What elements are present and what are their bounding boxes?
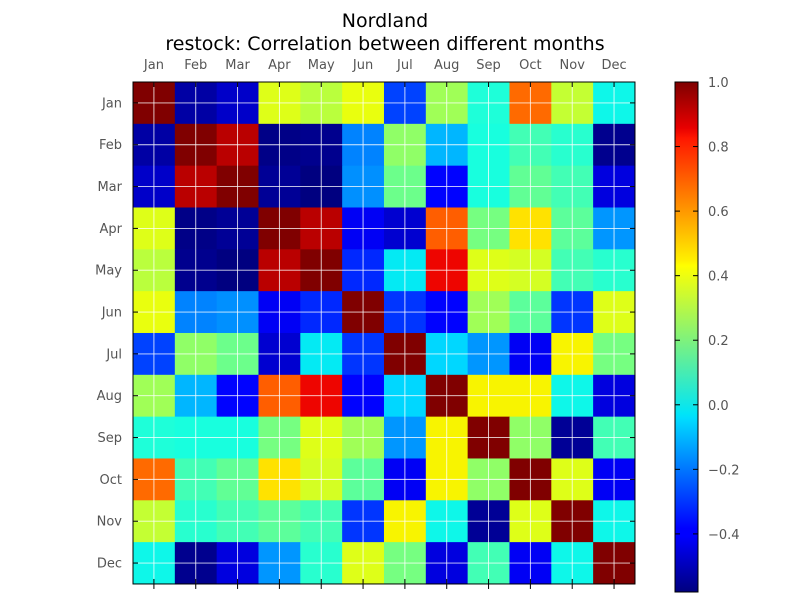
y-tick-label-oct: Oct xyxy=(100,473,122,488)
x-tick-label-oct: Oct xyxy=(519,58,541,73)
colorbar-tick-label: −0.2 xyxy=(708,463,740,478)
colorbar-gradient xyxy=(674,81,699,593)
colorbar-tick-label: 0.8 xyxy=(708,141,729,156)
x-tick-label-sep: Sep xyxy=(476,58,501,73)
y-tick-label-jul: Jul xyxy=(105,347,122,362)
y-tick-label-dec: Dec xyxy=(97,557,122,572)
colorbar-tick-label: 0.4 xyxy=(708,270,729,285)
chart-subtitle: restock: Correlation between different m… xyxy=(165,33,605,55)
y-tick-label-sep: Sep xyxy=(97,431,122,446)
x-tick-label-nov: Nov xyxy=(560,58,586,73)
x-tick-label-may: May xyxy=(308,58,335,73)
x-tick-label-dec: Dec xyxy=(601,58,626,73)
chart-title: Nordland xyxy=(341,10,429,32)
heatmap-cells xyxy=(133,82,636,585)
colorbar-tick-label: 0.2 xyxy=(708,334,729,349)
colorbar-tick-label: −0.4 xyxy=(708,528,740,543)
y-tick-label-feb: Feb xyxy=(99,138,122,153)
plot-frame xyxy=(132,81,636,585)
y-tick-label-jan: Jan xyxy=(101,96,122,111)
y-tick-label-nov: Nov xyxy=(97,515,123,530)
x-tick-label-mar: Mar xyxy=(225,58,250,73)
y-tick-label-may: May xyxy=(95,264,122,279)
colorbar: 1.0 0.8 0.6 0.4 0.2 0.0 −0.2 −0.4 xyxy=(674,76,740,593)
colorbar-tick-label: 0.0 xyxy=(708,399,729,414)
y-tick-label-apr: Apr xyxy=(100,222,123,237)
colorbar-tick-label: 1.0 xyxy=(708,76,729,91)
y-tick-label-mar: Mar xyxy=(97,180,122,195)
x-tick-label-jun: Jun xyxy=(352,58,373,73)
x-tick-label-feb: Feb xyxy=(184,58,207,73)
x-tick-label-jul: Jul xyxy=(396,58,413,73)
heatmap-axes: Jan Feb Mar Apr May Jun Jul Aug Sep Oct Nov Dec Jan F… xyxy=(95,58,636,589)
colorbar-tick-label: 0.6 xyxy=(708,205,729,220)
x-tick-label-aug: Aug xyxy=(434,58,459,73)
x-tick-label-jan: Jan xyxy=(143,58,164,73)
x-tick-label-apr: Apr xyxy=(268,58,291,73)
y-tick-label-jun: Jun xyxy=(101,306,122,321)
y-tick-label-aug: Aug xyxy=(97,389,122,404)
